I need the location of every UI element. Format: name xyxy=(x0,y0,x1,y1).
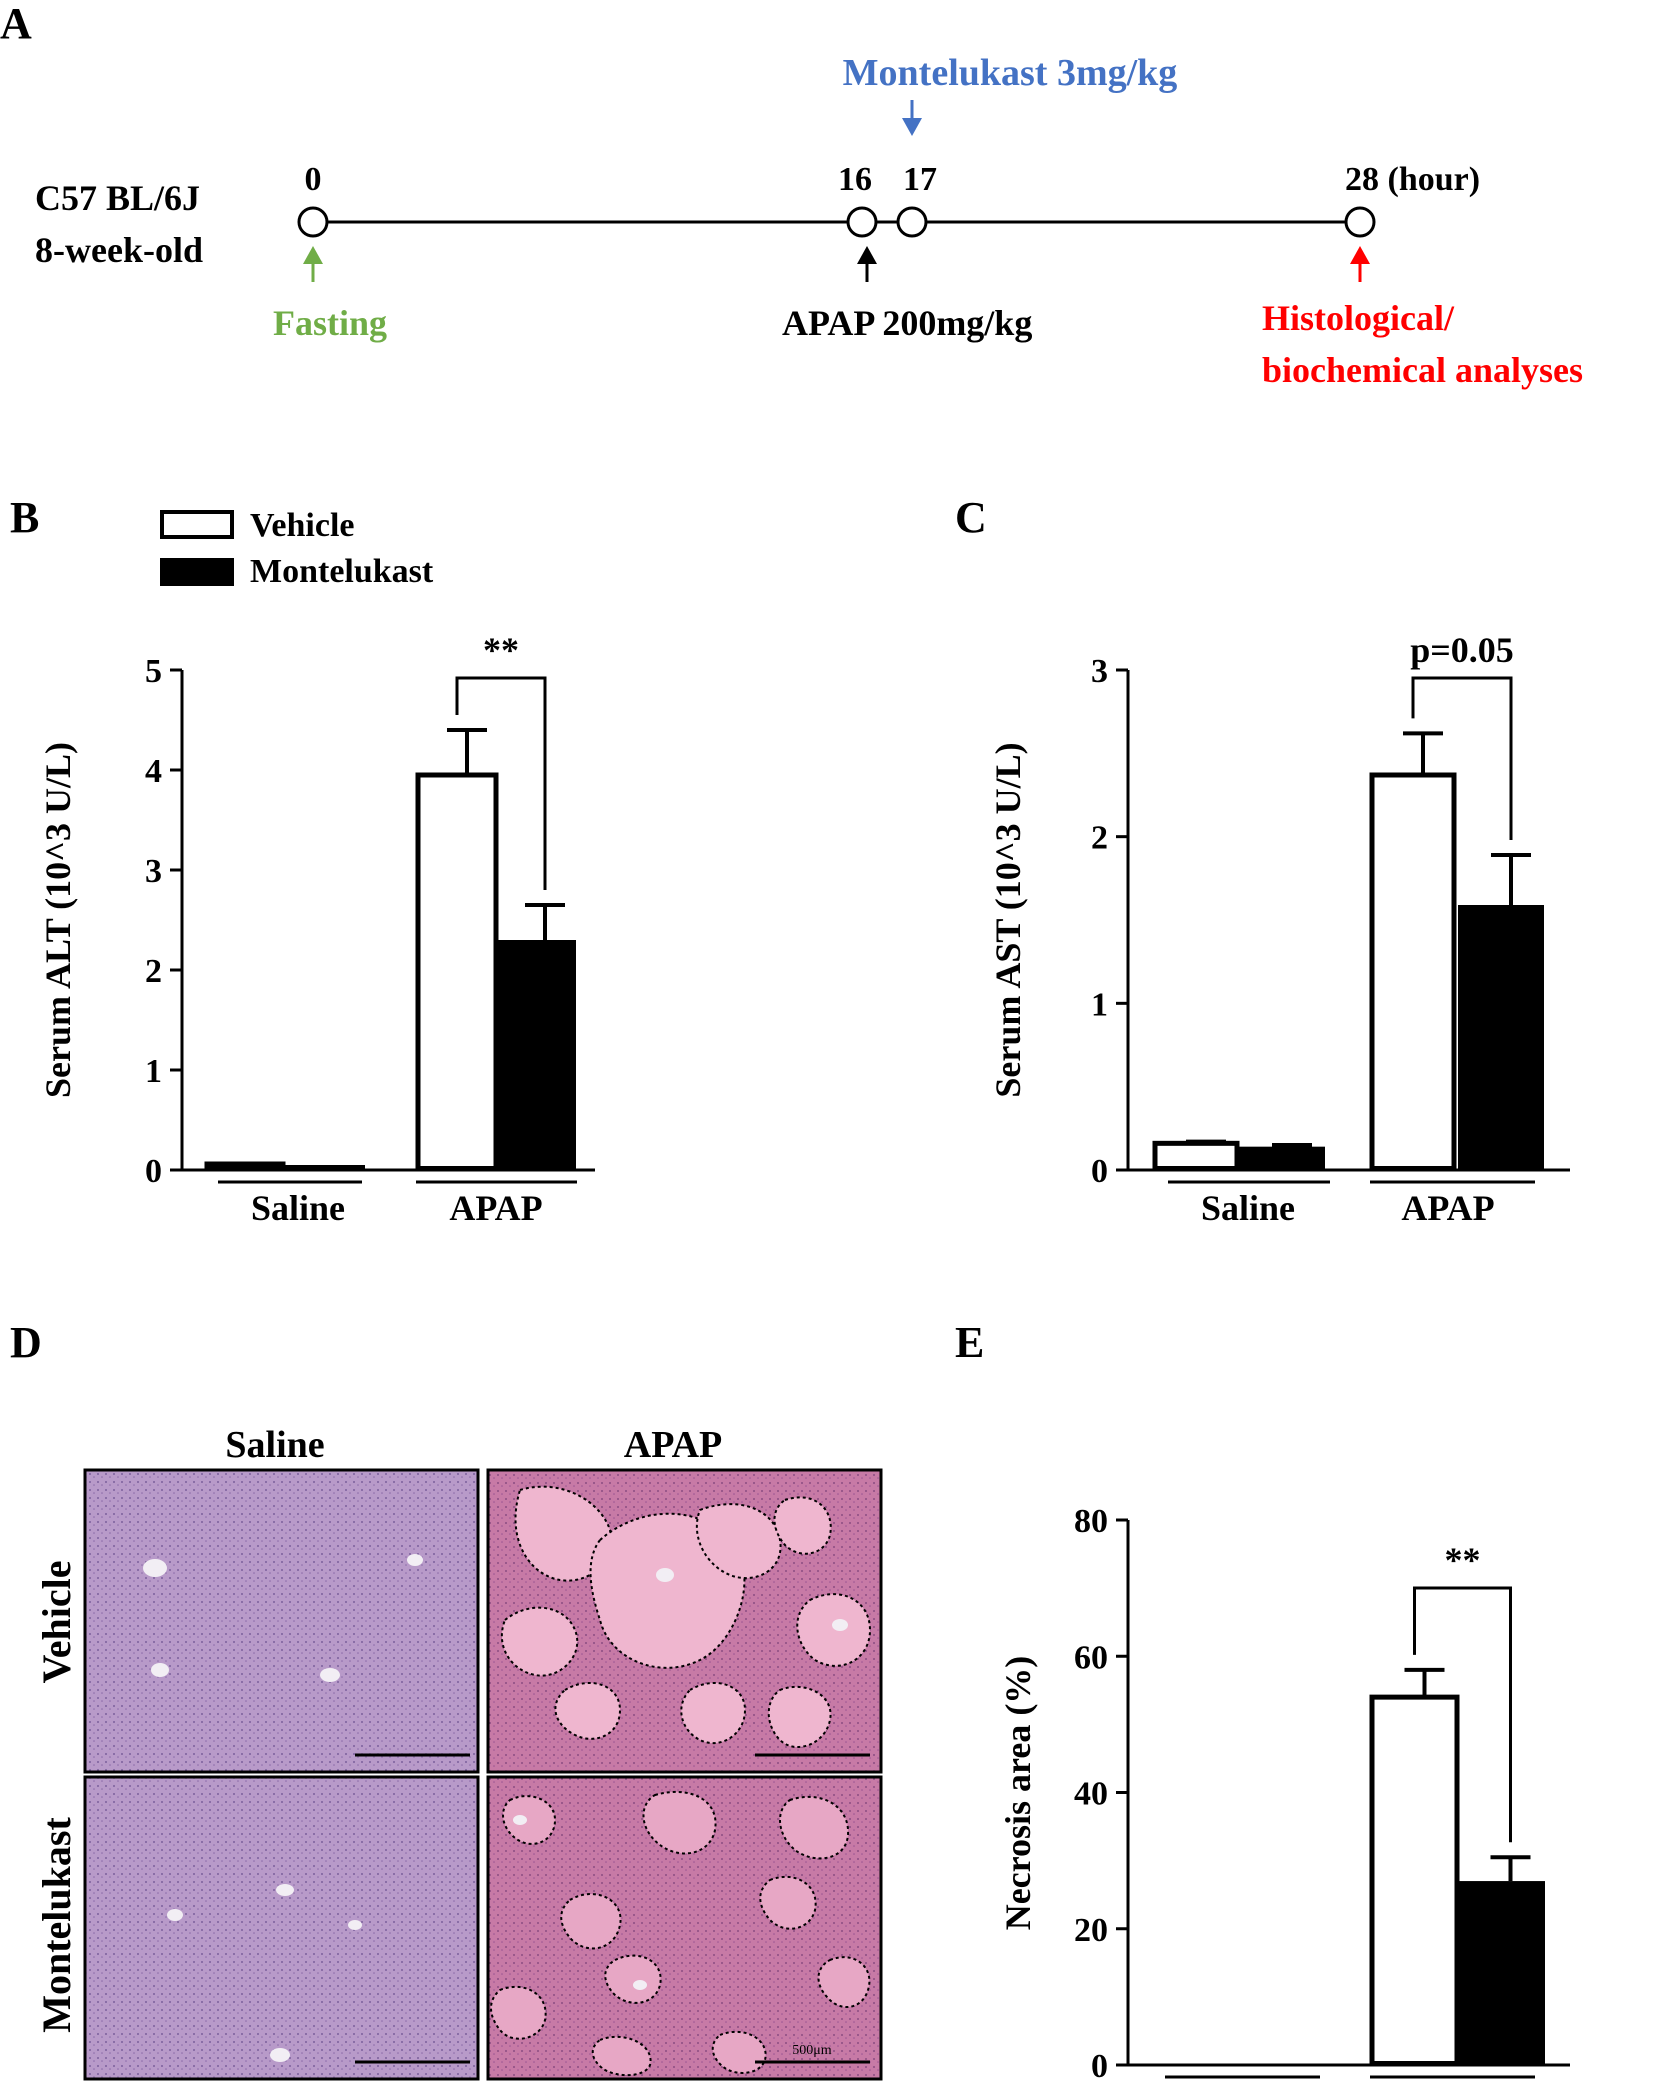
timepoint-0-label: 0 xyxy=(305,161,322,198)
bar-vehicle-saline xyxy=(1152,1140,1240,1172)
micrograph-vehicle-apap xyxy=(486,1468,883,1774)
x-category-label: Saline xyxy=(1201,1188,1295,1228)
y-tick-label: 0 xyxy=(1091,2048,1108,2085)
scale-bar-label: 500μm xyxy=(792,2043,832,2058)
bar-montelukast-saline xyxy=(1239,1146,1325,1170)
bar-montelukast-apap xyxy=(494,940,576,1170)
x-category-label: Saline xyxy=(1200,2083,1294,2087)
y-tick-label: 80 xyxy=(1074,1503,1108,1540)
micrograph-montelukast-apap: 500μm xyxy=(486,1775,883,2081)
significance-label: ** xyxy=(483,630,519,670)
bar-montelukast-apap xyxy=(1456,1881,1545,2065)
y-tick-label: 0 xyxy=(1091,1153,1108,1190)
timepoint-16-marker xyxy=(846,206,878,238)
timeline-panel: C57 BL/6J 8-week-old 0 16 17 28 (hour) M… xyxy=(35,52,1583,390)
apap-arrow-icon xyxy=(857,246,877,282)
micrograph-montelukast-saline xyxy=(83,1775,480,2081)
y-tick-label: 60 xyxy=(1074,1639,1108,1676)
y-tick-label: 0 xyxy=(145,1153,162,1190)
legend: Vehicle Montelukast xyxy=(160,507,434,590)
x-category-label: APAP xyxy=(1403,2083,1496,2087)
y-tick-label: 2 xyxy=(145,953,162,990)
micrograph-vehicle-saline xyxy=(83,1468,480,1774)
timepoint-28-label: 28 (hour) xyxy=(1345,161,1480,198)
y-tick-label: 3 xyxy=(1091,653,1108,690)
legend-label-montelukast: Montelukast xyxy=(250,553,434,590)
y-tick-label: 4 xyxy=(145,753,162,790)
significance-bracket xyxy=(1413,1586,1512,1843)
x-category-label: APAP xyxy=(1401,1188,1494,1228)
y-tick-label: 1 xyxy=(1091,986,1108,1023)
significance-label: p=0.05 xyxy=(1410,630,1514,670)
analysis-arrow-icon xyxy=(1350,246,1370,282)
panel-letter-c: C xyxy=(955,493,987,542)
significance-bracket xyxy=(1411,676,1513,840)
bar-vehicle-apap xyxy=(1369,772,1457,1171)
panel-letter-d: D xyxy=(10,1318,42,1367)
y-tick-label: 5 xyxy=(145,653,162,690)
panel-letter-a: A xyxy=(0,0,32,48)
y-axis-label: Necrosis area (%) xyxy=(998,1656,1038,1931)
bar-vehicle-saline xyxy=(204,1161,286,1171)
fasting-arrow-icon xyxy=(303,246,323,282)
y-axis-label: Serum ALT (10^3 U/L) xyxy=(38,742,78,1098)
y-tick-label: 3 xyxy=(145,853,162,890)
fasting-label: Fasting xyxy=(273,303,387,343)
significance-bracket xyxy=(455,676,547,890)
timepoint-0-marker xyxy=(297,206,329,238)
alt-bar-chart: 0 1 2 3 4 5 Serum ALT (10^3 U/L) ** Saline APAP xyxy=(38,630,595,1228)
y-tick-label: 40 xyxy=(1074,1776,1108,1813)
y-axis-label: Serum AST (10^3 U/L) xyxy=(988,742,1028,1097)
legend-swatch-montelukast xyxy=(160,558,234,586)
histology-panel: Saline APAP Vehicle Montelukast xyxy=(34,1424,883,2081)
apap-dose-label: APAP 200mg/kg xyxy=(782,303,1032,343)
legend-swatch-vehicle xyxy=(160,510,234,539)
montelukast-arrow-icon xyxy=(902,100,922,136)
analysis-label-line1: Histological/ xyxy=(1262,298,1455,338)
panel-letter-b: B xyxy=(10,493,39,542)
histology-column-apap: APAP xyxy=(624,1424,723,1466)
x-category-label: Saline xyxy=(251,1188,345,1228)
histology-column-saline: Saline xyxy=(225,1424,324,1466)
timepoint-28-marker xyxy=(1344,206,1376,238)
histology-row-montelukast: Montelukast xyxy=(34,1817,79,2033)
mouse-age-label: 8-week-old xyxy=(35,230,203,270)
timepoint-16-label: 16 xyxy=(838,161,872,198)
legend-label-vehicle: Vehicle xyxy=(250,507,355,544)
bar-montelukast-apap xyxy=(1458,905,1544,1170)
y-tick-label: 1 xyxy=(145,1053,162,1090)
timepoint-17-marker xyxy=(896,206,928,238)
montelukast-dose-label: Montelukast 3mg/kg xyxy=(843,52,1178,94)
timepoint-17-label: 17 xyxy=(903,161,937,198)
mouse-strain-label: C57 BL/6J xyxy=(35,178,200,218)
analysis-label-line2: biochemical analyses xyxy=(1262,350,1583,390)
bar-montelukast-saline xyxy=(285,1165,365,1170)
significance-label: ** xyxy=(1445,1540,1481,1580)
y-tick-label: 2 xyxy=(1091,820,1108,857)
necrosis-bar-chart: 0 20 40 60 80 Necrosis area (%) ** Saline APAP xyxy=(998,1503,1570,2087)
bar-vehicle-apap xyxy=(1369,1694,1460,2066)
bar-vehicle-apap xyxy=(415,772,499,1171)
y-tick-label: 20 xyxy=(1074,1912,1108,1949)
panel-letter-e: E xyxy=(955,1318,984,1367)
histology-row-vehicle: Vehicle xyxy=(34,1561,79,1684)
ast-bar-chart: 0 1 2 3 Serum AST (10^3 U/L) p=0.05 Saline APAP xyxy=(988,630,1570,1228)
x-category-label: APAP xyxy=(449,1188,542,1228)
